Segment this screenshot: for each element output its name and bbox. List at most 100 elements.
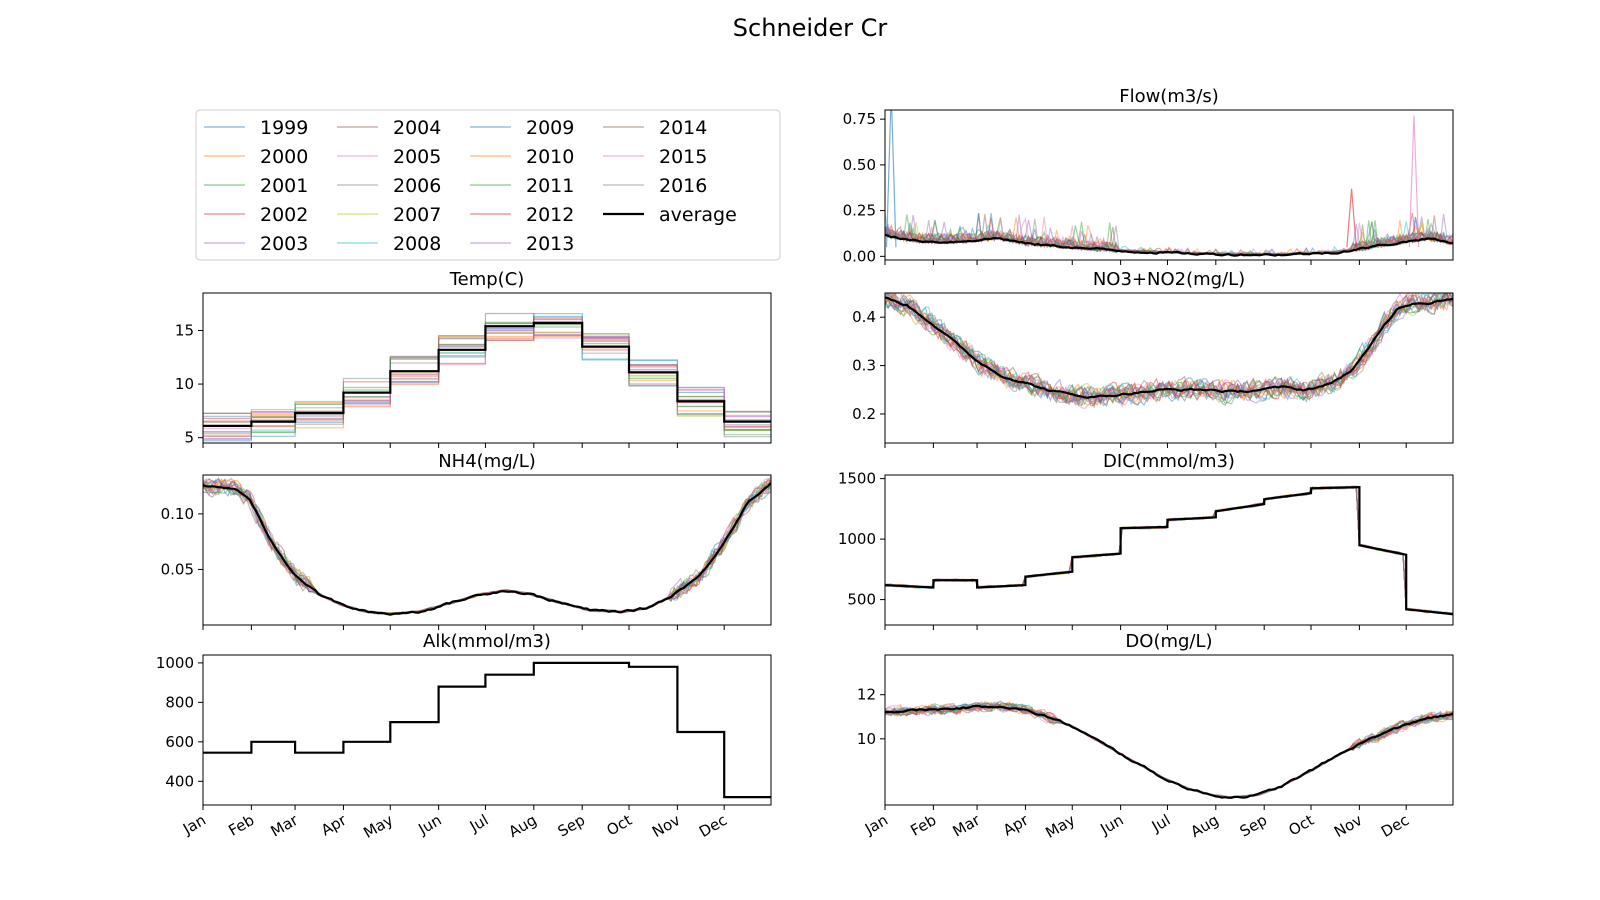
flow-frame (884, 109, 1454, 261)
alk-xtick-label: Jul (466, 811, 492, 836)
dic-series-2008 (885, 485, 1453, 615)
no3-series-group (885, 293, 1453, 410)
do-xtick-label: Aug (1187, 811, 1221, 841)
no3-ytick-label: 0.2 (852, 405, 876, 423)
alk-xtick-label: Jun (414, 811, 444, 839)
no3-series-2002 (885, 293, 1453, 404)
flow-spike (1408, 115, 1420, 248)
legend-label-2013: 2013 (526, 233, 574, 255)
do-series-2008 (885, 702, 1453, 799)
temp-ytick-label: 5 (184, 429, 194, 447)
temp-series-2008 (203, 329, 771, 441)
do-xtick-label: Dec (1378, 811, 1412, 841)
dic-series-2012 (885, 486, 1453, 616)
alk-frame (202, 654, 772, 806)
do-ytick-label: 10 (857, 730, 876, 748)
no3-series-2009 (885, 293, 1453, 408)
temp-title: Temp(C) (449, 269, 525, 290)
dic-series-2006 (885, 486, 1453, 615)
no3-series-2013 (885, 293, 1453, 405)
no3-ytick-label: 0.4 (852, 308, 876, 326)
do-series-2007 (885, 700, 1453, 799)
do-series-2000 (885, 701, 1453, 799)
do-xtick-label: Jun (1096, 811, 1126, 839)
alk-xtick-label: Jan (179, 811, 209, 839)
nh4-series-group (203, 476, 771, 616)
nh4-average-line (203, 482, 771, 616)
dic-average-line (885, 485, 1453, 616)
panel-dic: DIC(mmol/m3) 500 1000 1500 (838, 451, 1454, 630)
panel-no3: NO3+NO2(mg/L) 0.2 0.3 0.4 (852, 269, 1454, 448)
do-xtick-label: May (1042, 811, 1078, 842)
nh4-series-2016 (203, 481, 771, 616)
no3-series-2014 (885, 293, 1453, 407)
no3-series-2011 (885, 293, 1453, 407)
nh4-series-2000 (203, 479, 771, 615)
alk-ytick-label: 800 (165, 693, 194, 711)
do-series-2002 (885, 702, 1453, 798)
do-frame (884, 654, 1454, 806)
no3-average-line (885, 296, 1453, 399)
do-xtick-label: Oct (1286, 811, 1318, 840)
temp-series-2010 (203, 326, 771, 436)
no3-series-2008 (885, 293, 1453, 406)
flow-ytick-label: 0.00 (843, 247, 876, 265)
do-xtick-label: Feb (907, 811, 939, 840)
do-series-2011 (885, 702, 1453, 798)
legend-label-2009: 2009 (526, 117, 574, 139)
alk-xtick-label: Feb (225, 811, 257, 840)
do-xtick-label: Jul (1148, 811, 1174, 836)
temp-series-2000 (203, 331, 771, 419)
dic-title: DIC(mmol/m3) (1103, 451, 1235, 472)
dic-series-2001 (885, 486, 1453, 615)
dic-series-2004 (885, 486, 1453, 616)
flow-ytick-label: 0.50 (843, 156, 876, 174)
legend-label-2016: 2016 (659, 175, 707, 197)
alk-series-group (203, 661, 771, 799)
legend-label-2003: 2003 (260, 233, 308, 255)
legend-label-1999: 1999 (260, 117, 308, 139)
dic-series-1999 (885, 486, 1453, 615)
flow-spike (1346, 188, 1357, 248)
do-xtick-label: Apr (1000, 810, 1032, 839)
dic-ytick-label: 1500 (838, 470, 876, 488)
legend-label-2004: 2004 (393, 117, 441, 139)
dic-series-2010 (885, 485, 1453, 615)
alk-xtick-label: Oct (604, 811, 636, 840)
dic-series-2014 (885, 486, 1453, 615)
dic-series-2013 (885, 485, 1453, 614)
alk-xtick-label: Nov (649, 811, 683, 841)
dic-series-2002 (885, 485, 1453, 615)
dic-frame (884, 474, 1454, 626)
temp-frame (202, 292, 772, 444)
legend-label-2005: 2005 (393, 146, 441, 168)
do-series-2015 (885, 701, 1453, 799)
legend-label-2000: 2000 (260, 146, 308, 168)
nh4-title: NH4(mg/L) (438, 451, 536, 472)
figure-title: Schneider Cr (733, 14, 888, 42)
nh4-ytick-label: 0.05 (161, 560, 194, 578)
flow-average-line (885, 233, 1453, 257)
no3-series-1999 (885, 293, 1453, 403)
nh4-series-2015 (203, 477, 771, 615)
temp-series-group (203, 312, 771, 442)
alk-title: Alk(mmol/m3) (423, 631, 551, 652)
flow-ytick-label: 0.25 (843, 202, 876, 220)
alk-xtick-label: Apr (318, 810, 350, 839)
panel-temp: Temp(C) 5 10 15 (175, 269, 772, 448)
do-series-2003 (885, 702, 1453, 799)
do-series-2006 (885, 701, 1453, 798)
legend-label-2007: 2007 (393, 204, 441, 226)
dic-series-2003 (885, 485, 1453, 616)
flow-spike (885, 110, 897, 248)
panel-do: DO(mg/L) 10 12 Jan Feb Mar Apr May Jun Jul Aug Sep O… (857, 631, 1454, 842)
do-series-2014 (885, 702, 1453, 799)
nh4-series-2003 (203, 478, 771, 615)
temp-series-2002 (203, 317, 771, 437)
legend-label-2012: 2012 (526, 204, 574, 226)
do-title: DO(mg/L) (1125, 631, 1212, 652)
do-average-line (885, 704, 1453, 799)
alk-xtick-label: Aug (505, 811, 539, 841)
no3-ytick-label: 0.3 (852, 357, 876, 375)
